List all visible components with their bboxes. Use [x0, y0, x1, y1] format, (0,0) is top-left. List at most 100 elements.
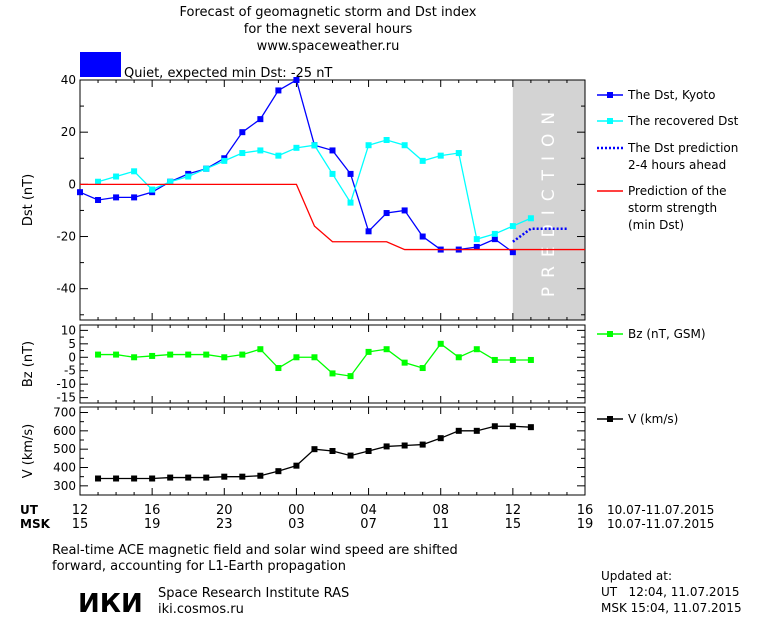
ut-tick-label: 12: [505, 503, 522, 518]
data-point: [311, 354, 318, 361]
data-point: [113, 351, 120, 358]
data-point: [95, 475, 102, 482]
legend-prediction-label: The Dst prediction 2-4 hours ahead: [627, 141, 738, 172]
data-point: [419, 365, 426, 372]
data-point: [131, 354, 138, 361]
data-point: [419, 233, 426, 240]
data-point: [383, 443, 390, 450]
series-line: [98, 425, 531, 480]
data-point: [203, 351, 210, 358]
y-tick-label: 40: [61, 73, 76, 87]
dst-panel: PREDICTION 40 20 0 -20 -40 Dst (nT): [21, 73, 586, 321]
data-point: [95, 178, 102, 185]
data-point: [185, 351, 192, 358]
data-point: [113, 194, 120, 201]
y-tick-label: 0: [68, 350, 76, 364]
data-point: [293, 144, 300, 151]
data-point: [347, 170, 354, 177]
data-point: [383, 346, 390, 353]
title-line-2: for the next several hours: [244, 22, 413, 37]
data-point: [149, 475, 156, 482]
data-point: [509, 356, 516, 363]
data-point: [329, 147, 336, 154]
title-line-1: Forecast of geomagnetic storm and Dst in…: [179, 5, 476, 20]
series-line: [512, 227, 567, 243]
ut-tick-label: 08: [432, 503, 449, 518]
data-point: [491, 423, 498, 430]
data-point: [473, 427, 480, 434]
data-point: [167, 351, 174, 358]
data-point: [365, 348, 372, 355]
data-point: [329, 370, 336, 377]
prediction-band: [512, 80, 585, 320]
updated-label: Updated at:: [601, 569, 672, 583]
ut-tick-label: 04: [360, 503, 377, 518]
msk-tick-label: 03: [288, 517, 305, 532]
series-line: [80, 183, 585, 251]
plot-frame: [79, 324, 586, 404]
data-point: [95, 351, 102, 358]
legend-kyoto-label: The Dst, Kyoto: [627, 88, 715, 102]
data-point: [311, 142, 318, 149]
data-point: [239, 473, 246, 480]
data-point: [401, 442, 408, 449]
data-point: [131, 168, 138, 175]
y-tick-label: 10: [61, 323, 76, 337]
data-point: [365, 228, 372, 235]
legend-recovered-marker: [607, 118, 613, 124]
msk-tick-label: 19: [144, 517, 161, 532]
data-point: [455, 354, 462, 361]
series-line: [97, 139, 532, 240]
data-point: [329, 448, 336, 454]
data-point: [329, 170, 336, 177]
data-point: [275, 87, 282, 94]
plot-frame: [79, 79, 586, 321]
data-point: [509, 223, 516, 230]
data-point: [527, 356, 534, 363]
y-tick-label: 700: [53, 406, 76, 420]
data-point: [473, 346, 480, 353]
ut-tick-label: 12: [72, 503, 89, 518]
data-point: [347, 199, 354, 206]
legend-label-line: Prediction of the: [628, 184, 727, 198]
data-point: [401, 359, 408, 366]
y-tick-label: 300: [53, 479, 76, 493]
data-point: [491, 236, 498, 243]
y-tick-label: 400: [53, 461, 76, 475]
legend-label-line: 2-4 hours ahead: [628, 158, 726, 172]
legend-storm-label: Prediction of the storm strength (min Dst): [628, 184, 727, 232]
y-axis-label: V (km/s): [21, 424, 36, 479]
msk-label: MSK: [20, 517, 51, 531]
updated-ut: UT 12:04, 11.07.2015: [601, 585, 739, 599]
data-point: [275, 152, 282, 159]
data-point: [491, 356, 498, 363]
legend-label-line: The Dst prediction: [627, 141, 738, 155]
y-tick-label: 500: [53, 442, 76, 456]
data-point: [509, 249, 516, 256]
data-point: [347, 452, 354, 459]
legend-v-label: V (km/s): [628, 412, 678, 426]
data-point: [437, 152, 444, 159]
legend-v-marker: [607, 416, 613, 422]
data-point: [203, 165, 210, 172]
legend-recovered-label: The recovered Dst: [627, 114, 739, 128]
data-point: [365, 142, 372, 149]
data-point: [239, 150, 246, 157]
status-swatch: [80, 52, 121, 77]
msk-date-range: 10.07-11.07.2015: [607, 517, 714, 531]
ut-tick-label: 20: [216, 503, 233, 518]
msk-tick-label: 23: [216, 517, 233, 532]
prediction-label: PREDICTION: [539, 103, 559, 297]
data-point: [275, 468, 282, 475]
data-point: [131, 194, 138, 201]
institute-site: iki.cosmos.ru: [158, 602, 244, 617]
data-point: [239, 351, 246, 358]
iki-logo: ИКИ: [78, 589, 143, 619]
data-point: [203, 474, 210, 481]
data-point: [527, 215, 534, 222]
legend-kyoto-marker: [607, 92, 613, 98]
data-point: [527, 424, 534, 431]
ut-tick-label: 00: [288, 503, 305, 518]
